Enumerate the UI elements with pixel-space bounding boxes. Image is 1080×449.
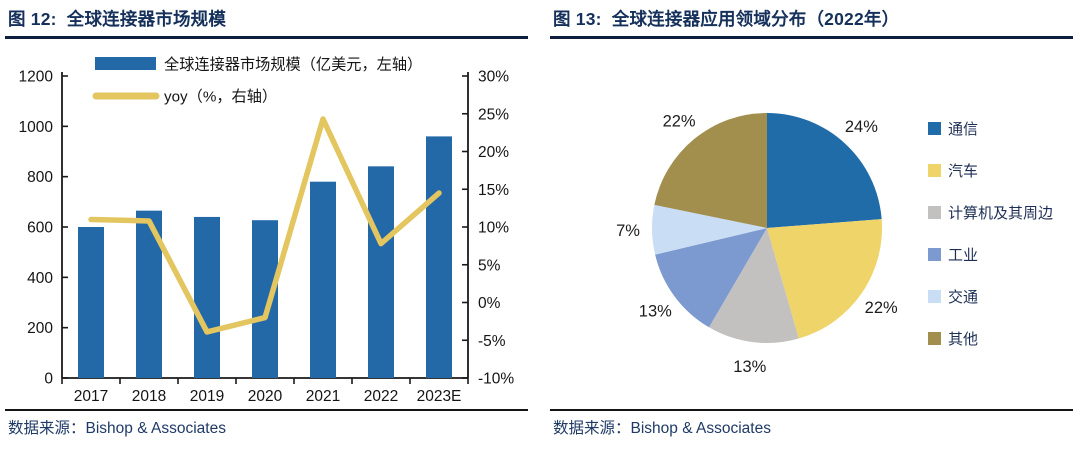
figure-12-source-text: 数据来源：Bishop & Associates <box>8 420 226 437</box>
legend-item-其他: 其他 <box>928 328 1053 348</box>
pie-value-label: 13% <box>639 303 672 321</box>
left-tick-label: 600 <box>27 220 53 237</box>
legend-label: 计算机及其周边 <box>948 204 1054 222</box>
bar-series <box>78 136 452 378</box>
figure-12-title: 图 12: 全球连接器市场规模 <box>8 9 227 29</box>
pie-legend: 通信汽车计算机及其周边 工业交通其他 <box>928 118 1053 370</box>
pie-value-label: 22% <box>865 299 898 317</box>
legend-line-label: yoy（%，右轴） <box>164 89 277 106</box>
legend-item-交通: 交通 <box>928 286 1053 306</box>
legend-swatch <box>928 331 941 345</box>
figure-12-source-rule <box>5 409 528 411</box>
pie-slice-通信 <box>767 113 882 228</box>
figure-13-panel: 图 13: 全球连接器应用领域分布（2022年） 24% 22% 13% 13% 7% 2… <box>545 0 1080 449</box>
left-tick-label: 0 <box>44 371 53 388</box>
bar-2023E <box>426 136 452 378</box>
pie-labels: 24% 22% 13% 13% 7% 22% <box>616 112 898 376</box>
pie-slice-工业 <box>655 228 767 328</box>
bar-line-chart: 0 200 400 600 800 1000 1200 -10% -5% 0% 5% 10% 15% 20… <box>19 56 515 406</box>
legend-bar-swatch <box>95 57 156 70</box>
right-axis-ticks: -10% -5% 0% 5% 10% 15% 20% 25% 30% <box>462 69 514 388</box>
legend-label: 交通 <box>948 288 979 306</box>
bar-2019 <box>194 216 220 378</box>
figure-12-title-rule <box>5 36 528 39</box>
bar-2021 <box>310 181 336 378</box>
pie-slice-计算机及其周边 <box>708 228 799 343</box>
bar-2017 <box>78 227 104 378</box>
bar-2022 <box>368 166 394 378</box>
legend-swatch <box>928 205 941 219</box>
left-axis-ticks: 0 200 400 600 800 1000 1200 <box>19 69 68 388</box>
left-tick-label: 1200 <box>19 69 54 86</box>
figure-12-panel: 图 12: 全球连接器市场规模 0 200 400 600 800 1000 1200 -10… <box>0 0 535 449</box>
left-tick-label: 200 <box>27 320 53 337</box>
legend-swatch <box>928 247 941 261</box>
pie-value-label: 22% <box>663 112 696 130</box>
pie-slice-交通 <box>652 204 767 255</box>
pie-slices <box>652 113 882 343</box>
yoy-line <box>88 116 442 335</box>
legend-label: 汽车 <box>948 162 979 180</box>
pie-slice-汽车 <box>767 219 882 339</box>
figure-13-source-rule <box>550 409 1073 411</box>
legend-label: 其他 <box>948 330 979 348</box>
category-label: 2021 <box>306 388 340 405</box>
x-axis-ticks: 2017 2018 2019 2020 2021 2022 2023E <box>61 378 469 405</box>
category-label: 2019 <box>190 388 224 405</box>
left-tick-label: 800 <box>27 169 53 186</box>
right-tick-label: 15% <box>478 182 509 199</box>
pie-value-label: 24% <box>845 118 878 136</box>
legend-label: 通信 <box>948 120 979 138</box>
left-tick-label: 400 <box>27 270 53 287</box>
category-label: 2023E <box>417 388 462 405</box>
chart-legend: 全球连接器市场规模（亿美元，左轴） yoy（%，右轴） <box>92 56 422 106</box>
pie-chart: 24% 22% 13% 13% 7% 22% <box>616 112 898 376</box>
right-tick-label: 30% <box>478 69 509 86</box>
right-tick-label: -10% <box>478 371 514 388</box>
pie-slice-其他 <box>654 113 767 228</box>
right-tick-label: -5% <box>478 333 506 350</box>
legend-bar-label: 全球连接器市场规模（亿美元，左轴） <box>164 56 422 74</box>
category-label: 2017 <box>74 388 108 405</box>
right-tick-label: 20% <box>478 144 509 161</box>
category-label: 2020 <box>248 388 283 405</box>
bar-2020 <box>252 220 278 378</box>
right-tick-label: 10% <box>478 220 509 237</box>
figure-13-source-text: 数据来源：Bishop & Associates <box>553 420 771 437</box>
right-tick-label: 25% <box>478 106 509 123</box>
left-tick-label: 1000 <box>19 119 54 136</box>
legend-swatch <box>928 163 941 177</box>
legend-item-计算机及其周边: 计算机及其周边 <box>928 202 1053 222</box>
legend-swatch <box>928 121 941 135</box>
legend-item-工业: 工业 <box>928 244 1053 264</box>
legend-item-通信: 通信 <box>928 118 1053 138</box>
category-label: 2018 <box>132 388 166 405</box>
figure-13-title-rule <box>550 36 1073 39</box>
figure-13-title: 图 13: 全球连接器应用领域分布（2022年） <box>553 9 900 29</box>
right-tick-label: 0% <box>478 295 501 312</box>
right-tick-label: 5% <box>478 257 501 274</box>
legend-label: 工业 <box>948 246 979 264</box>
category-label: 2022 <box>364 388 398 405</box>
pie-value-label: 7% <box>616 222 640 240</box>
legend-swatch <box>928 289 941 303</box>
legend-item-汽车: 汽车 <box>928 160 1053 180</box>
pie-value-label: 13% <box>733 358 766 376</box>
